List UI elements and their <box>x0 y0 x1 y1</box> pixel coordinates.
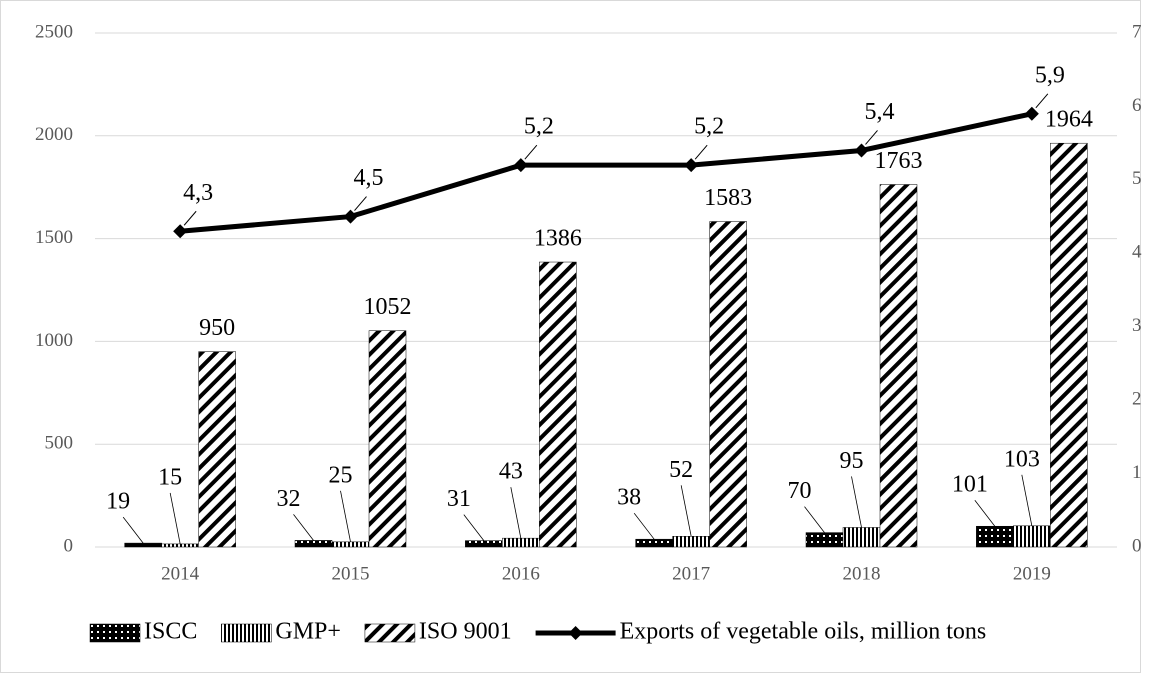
data-label: 1964 <box>1045 107 1093 133</box>
data-label: 101 <box>952 472 988 498</box>
x-tick-label: 2019 <box>1013 563 1051 584</box>
bar <box>198 351 236 548</box>
y2-tick-label: 4 <box>1132 242 1142 263</box>
data-label: 5,4 <box>865 99 895 125</box>
legend-label: Exports of vegetable oils, million tons <box>620 619 987 645</box>
label-leader <box>804 506 825 533</box>
line-marker <box>684 158 699 173</box>
data-label: 1583 <box>704 185 752 211</box>
bar <box>879 184 918 548</box>
y-tick-label: 2500 <box>35 21 73 42</box>
legend-swatch <box>364 623 416 643</box>
legend-label: ISCC <box>144 619 197 645</box>
x-tick-label: 2016 <box>502 563 540 584</box>
line-marker <box>343 209 358 224</box>
label-leader <box>974 499 996 527</box>
y-tick-label: 0 <box>64 535 74 556</box>
data-label: 25 <box>329 462 353 488</box>
data-label: 95 <box>840 448 864 474</box>
y2-tick-label: 2 <box>1132 389 1142 410</box>
data-label: 4,5 <box>354 165 384 191</box>
label-leader <box>1035 93 1049 109</box>
label-leader <box>340 490 351 542</box>
data-label: 1763 <box>875 148 923 174</box>
data-label: 4,3 <box>183 180 213 206</box>
data-label: 38 <box>617 485 641 511</box>
line-marker <box>854 143 869 158</box>
label-leader <box>865 130 878 145</box>
data-label: 43 <box>499 459 523 485</box>
bar <box>709 221 747 548</box>
label-leader <box>122 516 144 544</box>
legend-swatch <box>221 623 272 643</box>
y-tick-label: 500 <box>45 433 74 454</box>
data-label: 5,2 <box>524 114 554 140</box>
bar <box>124 542 162 548</box>
data-label: 1052 <box>364 294 412 320</box>
data-label: 19 <box>106 489 130 515</box>
bar <box>1050 142 1088 548</box>
data-label: 5,2 <box>694 114 724 140</box>
bar <box>368 330 407 548</box>
y2-tick-label: 5 <box>1132 168 1142 189</box>
legend-label: ISO 9001 <box>419 619 512 645</box>
y-tick-label: 1500 <box>35 227 73 248</box>
data-label: 70 <box>788 478 812 504</box>
bar <box>805 532 844 548</box>
label-leader <box>851 476 862 528</box>
y-tick-label: 1000 <box>35 330 73 351</box>
data-label: 1386 <box>534 226 582 252</box>
x-tick-label: 2017 <box>672 563 710 584</box>
line <box>179 111 1033 234</box>
x-tick-label: 2018 <box>843 563 881 584</box>
y-tick-label: 2000 <box>35 124 73 145</box>
legend-swatch-marker <box>568 626 583 640</box>
x-tick-label: 2015 <box>332 563 370 584</box>
label-leader <box>694 144 708 160</box>
line-marker <box>173 224 188 239</box>
y2-tick-label: 7 <box>1132 21 1142 42</box>
bar <box>502 537 540 548</box>
bar <box>672 536 710 548</box>
label-leader <box>680 485 692 537</box>
bar <box>635 538 673 548</box>
label-leader <box>169 492 181 544</box>
y2-tick-label: 6 <box>1132 95 1142 116</box>
data-label: 950 <box>199 315 235 341</box>
bar <box>1013 525 1051 548</box>
label-leader <box>293 514 314 541</box>
data-label: 52 <box>669 457 693 483</box>
data-label: 5,9 <box>1035 62 1065 88</box>
label-leader <box>633 512 655 540</box>
bar <box>842 527 881 548</box>
label-leader <box>510 487 522 539</box>
label-leader <box>354 196 367 211</box>
bar <box>465 540 503 548</box>
label-leader <box>1021 474 1033 526</box>
line-marker <box>1024 106 1039 121</box>
legend-label: GMP+ <box>275 619 341 645</box>
label-leader <box>524 144 538 160</box>
y2-tick-label: 1 <box>1132 462 1142 483</box>
bar <box>539 261 577 548</box>
x-tick-label: 2014 <box>161 563 200 584</box>
data-label: 103 <box>1004 446 1040 472</box>
bar <box>294 540 333 548</box>
data-label: 31 <box>447 486 471 512</box>
label-leader <box>183 210 197 226</box>
bar <box>976 525 1014 548</box>
y2-tick-label: 3 <box>1132 315 1142 336</box>
y2-tick-label: 0 <box>1132 535 1142 556</box>
legend-swatch <box>89 623 141 643</box>
bar <box>161 543 199 548</box>
label-leader <box>463 514 485 541</box>
line-marker <box>513 158 528 173</box>
data-label: 32 <box>277 486 301 512</box>
data-label: 15 <box>158 464 182 490</box>
bar <box>331 541 370 548</box>
